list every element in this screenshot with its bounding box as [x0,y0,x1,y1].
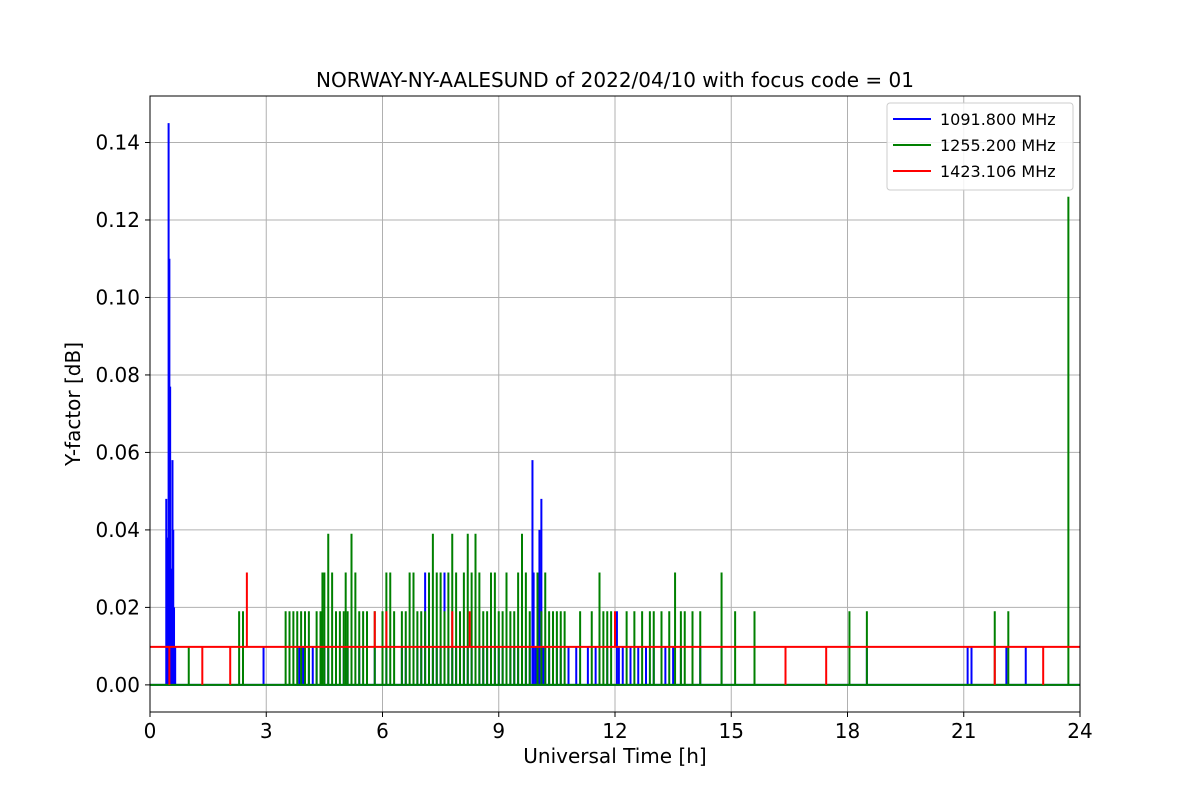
plot-series [150,123,1080,686]
x-tick-label: 15 [719,719,744,743]
legend-box [886,102,1074,191]
legend-label: 1255.200 MHz [940,136,1056,155]
legend-label: 1423.106 MHz [940,162,1056,181]
x-tick-label: 18 [835,719,860,743]
chart-title: NORWAY-NY-AALESUND of 2022/04/10 with fo… [316,68,914,92]
x-tick-label: 3 [260,719,273,743]
y-tick-label: 0.12 [95,208,140,232]
legend-label: 1091.800 MHz [940,110,1056,129]
x-tick-label: 21 [951,719,976,743]
x-axis-label: Universal Time [h] [523,744,706,768]
y-axis-label: Y-factor [dB] [61,342,85,467]
axes: 0 3 6 9 12 15 18 21 24 0.00 0.02 0.04 0.06 0.08 0.10 0.… [95,130,1092,743]
y-tick-label: 0.06 [95,440,140,464]
x-tick-label: 6 [376,719,389,743]
x-tick-label: 24 [1067,719,1092,743]
y-tick-label: 0.08 [95,363,140,387]
y-tick-label: 0.04 [95,518,140,542]
x-tick-label: 12 [602,719,627,743]
legend: 1091.800 MHz 1255.200 MHz 1423.106 MHz [886,102,1074,191]
x-tick-label: 9 [492,719,505,743]
y-tick-label: 0.00 [95,673,140,697]
x-tick-label: 0 [144,719,157,743]
series-2 [150,572,1080,685]
y-tick-label: 0.02 [95,595,140,619]
y-tick-label: 0.14 [95,130,140,154]
y-tick-label: 0.10 [95,285,140,309]
